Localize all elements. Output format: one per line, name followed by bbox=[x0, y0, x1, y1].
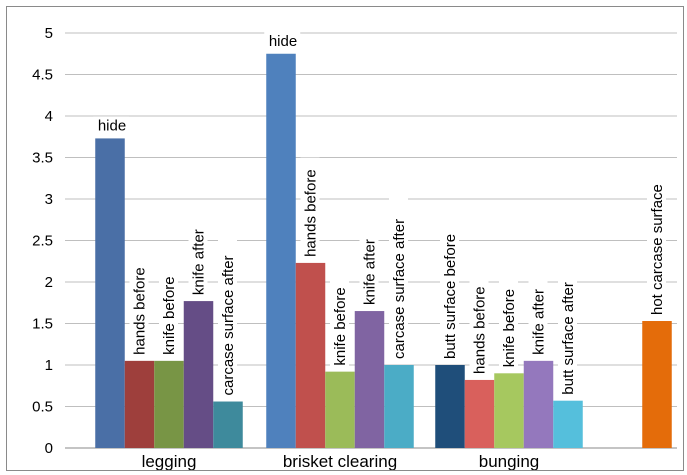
bar bbox=[266, 53, 296, 448]
bar-label-background bbox=[359, 213, 379, 308]
bar bbox=[435, 365, 465, 448]
bar bbox=[464, 379, 495, 448]
bar-label: hands before bbox=[472, 286, 489, 374]
y-tick-label: 5 bbox=[45, 25, 53, 42]
bar-label: hands before bbox=[303, 169, 320, 257]
bar-label-background bbox=[188, 203, 208, 298]
bar-label: carcase surface after bbox=[220, 255, 237, 395]
y-tick-label: 0 bbox=[45, 440, 53, 457]
category-label: brisket clearing bbox=[283, 452, 397, 470]
bar-label-background bbox=[93, 116, 130, 135]
bar bbox=[213, 401, 243, 448]
y-tick-label: 4 bbox=[45, 108, 53, 125]
y-tick-label: 2.5 bbox=[32, 233, 53, 250]
bar-label: butt surface before bbox=[442, 234, 459, 359]
y-tick-label: 0.5 bbox=[32, 399, 53, 416]
chart-frame: 0 0.5 1 1.5 2 2.5 3 3.5 4 4.5 5 hide hands before kn… bbox=[6, 6, 684, 471]
bar bbox=[154, 360, 184, 448]
bar-label: carcase surface after bbox=[391, 219, 408, 359]
bar bbox=[95, 138, 125, 448]
bar-label: knife after bbox=[531, 289, 548, 355]
bar-label-background bbox=[264, 31, 301, 50]
bar-label-background bbox=[499, 268, 518, 370]
bar-label-background bbox=[528, 263, 548, 357]
bar-label-background bbox=[300, 157, 320, 259]
bar bbox=[325, 371, 355, 448]
category-label: bunging bbox=[479, 452, 540, 470]
bars bbox=[95, 53, 672, 448]
bar bbox=[553, 400, 583, 448]
bar-label: knife before bbox=[332, 287, 349, 365]
bar-label: hide bbox=[98, 117, 126, 134]
bar bbox=[354, 311, 385, 448]
bar-label-background bbox=[330, 266, 349, 368]
y-tick-label: 1.5 bbox=[32, 316, 53, 333]
bar-label-background bbox=[129, 255, 149, 357]
category-labels: legging brisket clearing bunging bbox=[142, 452, 540, 470]
bar-label: knife before bbox=[501, 289, 518, 367]
bar-label: knife after bbox=[191, 229, 208, 295]
y-axis-ticks: 0 0.5 1 1.5 2 2.5 3 3.5 4 4.5 5 bbox=[32, 25, 53, 457]
bar-label: hide bbox=[269, 33, 297, 50]
bar-label: hot carcase surface bbox=[649, 184, 666, 315]
bar-chart: 0 0.5 1 1.5 2 2.5 3 3.5 4 4.5 5 hide hands before kn… bbox=[32, 25, 677, 470]
bar-label: butt surface after bbox=[560, 282, 577, 395]
bar-label-background bbox=[218, 223, 237, 398]
bar bbox=[494, 373, 524, 448]
bar-label: knife after bbox=[362, 239, 379, 305]
bar bbox=[384, 365, 414, 448]
y-tick-label: 3 bbox=[45, 191, 53, 208]
y-tick-label: 4.5 bbox=[32, 67, 53, 84]
bar-label-background bbox=[558, 246, 577, 397]
bar-label: hands before bbox=[132, 267, 149, 355]
bar bbox=[295, 262, 326, 448]
bar-label-background bbox=[389, 186, 408, 361]
bar-labels: hide hands before knife before knife after c… bbox=[93, 31, 666, 398]
category-label: legging bbox=[142, 452, 197, 470]
bar-label-background bbox=[469, 274, 489, 376]
bar-label-background bbox=[647, 159, 666, 318]
bar-label-background bbox=[159, 255, 178, 357]
bar bbox=[642, 321, 672, 448]
bar bbox=[183, 301, 214, 448]
y-tick-label: 2 bbox=[45, 274, 53, 291]
bar bbox=[124, 360, 155, 448]
y-tick-label: 3.5 bbox=[32, 150, 53, 167]
y-tick-label: 1 bbox=[45, 357, 53, 374]
bar-label-background bbox=[440, 203, 459, 361]
bar-label: knife before bbox=[161, 276, 178, 354]
bar bbox=[523, 360, 554, 448]
